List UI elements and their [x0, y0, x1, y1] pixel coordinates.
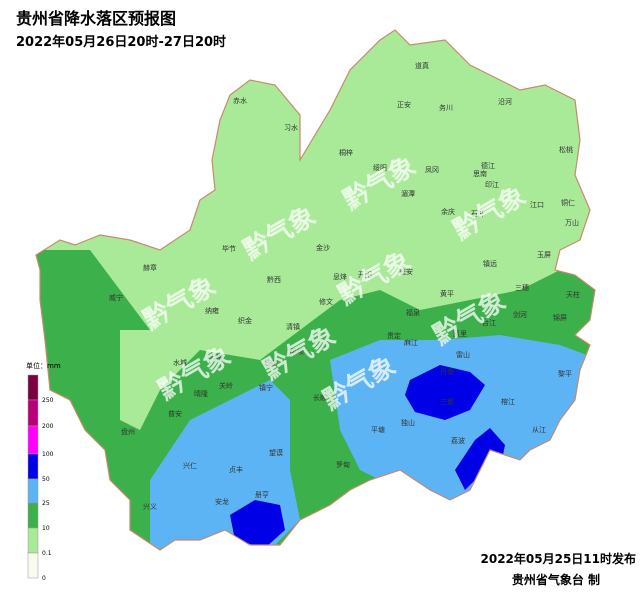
county-label: 关岭 — [219, 381, 233, 390]
county-label: 桐梓 — [339, 148, 353, 157]
county-label: 绥阳 — [373, 163, 387, 172]
legend-label: 0.1 — [42, 550, 52, 557]
county-label: 湄潭 — [401, 189, 415, 198]
county-label: 安龙 — [215, 497, 229, 506]
title: 贵州省降水落区预报图 — [16, 9, 176, 28]
county-label: 松桃 — [559, 145, 573, 154]
county-label: 黔西 — [267, 275, 281, 284]
legend-label: 25 — [42, 500, 50, 507]
county-label: 剑河 — [513, 310, 527, 319]
county-label: 贞丰 — [229, 465, 243, 474]
county-label: 台江 — [482, 318, 496, 327]
county-label: 普定 — [264, 358, 278, 367]
county-label: 麻江 — [404, 338, 418, 347]
legend-swatch — [27, 478, 39, 504]
legend-swatch — [27, 453, 39, 480]
county-label: 清镇 — [286, 322, 300, 331]
legend-label: 250 — [42, 397, 54, 404]
county-label: 石阡 — [471, 209, 485, 218]
county-label: 江口 — [530, 201, 544, 209]
county-label: 晴隆 — [194, 389, 208, 398]
county-label: 黎平 — [558, 369, 572, 378]
legend-swatch — [27, 374, 39, 401]
county-label: 兴仁 — [183, 461, 197, 470]
county-label: 纳雍 — [205, 306, 219, 315]
legend-swatch — [27, 425, 39, 455]
county-label: 修文 — [319, 297, 333, 306]
county-label: 普安 — [168, 409, 182, 418]
county-label: 瓮安 — [399, 267, 413, 276]
county-label: 赫章 — [143, 263, 157, 272]
legend-swatch — [27, 552, 39, 579]
legend-label: 10 — [42, 525, 50, 532]
agency: 贵州省气象台 制 — [512, 572, 600, 587]
county-label: 三都 — [440, 398, 454, 406]
county-label: 沿河 — [498, 97, 512, 106]
subtitle: 2022年05月26日20时-27日20时 — [16, 34, 226, 50]
county-label: 余庆 — [441, 207, 455, 216]
county-label: 丹寨 — [440, 367, 454, 376]
county-label: 罗甸 — [336, 460, 350, 469]
legend-swatch — [27, 502, 39, 529]
county-label: 天柱 — [566, 290, 580, 299]
county-label: 万山 — [565, 218, 579, 227]
county-label: 榕江 — [501, 397, 515, 406]
legend-label: 0 — [42, 575, 46, 582]
county-label: 平坝 — [290, 347, 304, 356]
county-label: 道真 — [415, 61, 429, 70]
county-label: 凯里 — [453, 329, 467, 338]
county-label: 三穗 — [515, 283, 529, 292]
legend: 250 200 100 50 25 10 0.1 0 — [27, 374, 54, 582]
county-label: 赤水 — [233, 96, 247, 105]
county-label: 正安 — [397, 100, 411, 109]
county-label: 镇远 — [483, 259, 497, 268]
county-label: 水城 — [173, 358, 187, 367]
issue-time: 2022年05月25日11时发布 — [481, 551, 637, 566]
legend-label: 200 — [42, 423, 54, 430]
county-label: 贵定 — [387, 331, 401, 340]
county-label: 荔波 — [451, 436, 465, 445]
legend-unit: 单位：mm — [26, 361, 61, 370]
county-label: 望谟 — [269, 448, 283, 457]
county-label: 六枝 — [209, 353, 223, 362]
county-label: 福泉 — [406, 308, 420, 317]
county-label: 印江 — [485, 181, 499, 189]
county-label: 兴义 — [143, 502, 157, 511]
legend-label: 100 — [42, 451, 54, 458]
legend-swatch — [27, 527, 39, 554]
county-label: 务川 — [439, 103, 453, 112]
county-label: 织金 — [238, 316, 252, 325]
county-label: 镇宁 — [259, 383, 273, 392]
county-label: 锦屏 — [553, 313, 567, 322]
county-label: 从江 — [532, 426, 546, 434]
legend-label: 50 — [42, 476, 50, 483]
county-label: 思南 — [473, 169, 487, 178]
county-label: 开阳 — [358, 270, 372, 279]
county-label: 息烽 — [333, 272, 347, 281]
county-label: 德江 — [481, 161, 495, 170]
county-label: 盘州 — [121, 427, 135, 436]
county-label: 铜仁 — [561, 198, 575, 207]
county-label: 毕节 — [222, 244, 236, 253]
county-label: 威宁 — [109, 293, 123, 302]
county-label: 长顺 — [313, 393, 327, 402]
county-label: 平塘 — [371, 425, 385, 434]
legend-swatch — [27, 399, 39, 427]
county-label: 习水 — [284, 123, 298, 132]
county-label: 雷山 — [456, 350, 470, 359]
county-label: 黄平 — [440, 289, 454, 298]
county-label: 册亨 — [255, 490, 269, 499]
county-label: 玉屏 — [537, 251, 551, 259]
county-label: 金沙 — [316, 243, 330, 252]
county-label: 独山 — [401, 418, 415, 427]
county-label: 凤冈 — [425, 166, 439, 174]
